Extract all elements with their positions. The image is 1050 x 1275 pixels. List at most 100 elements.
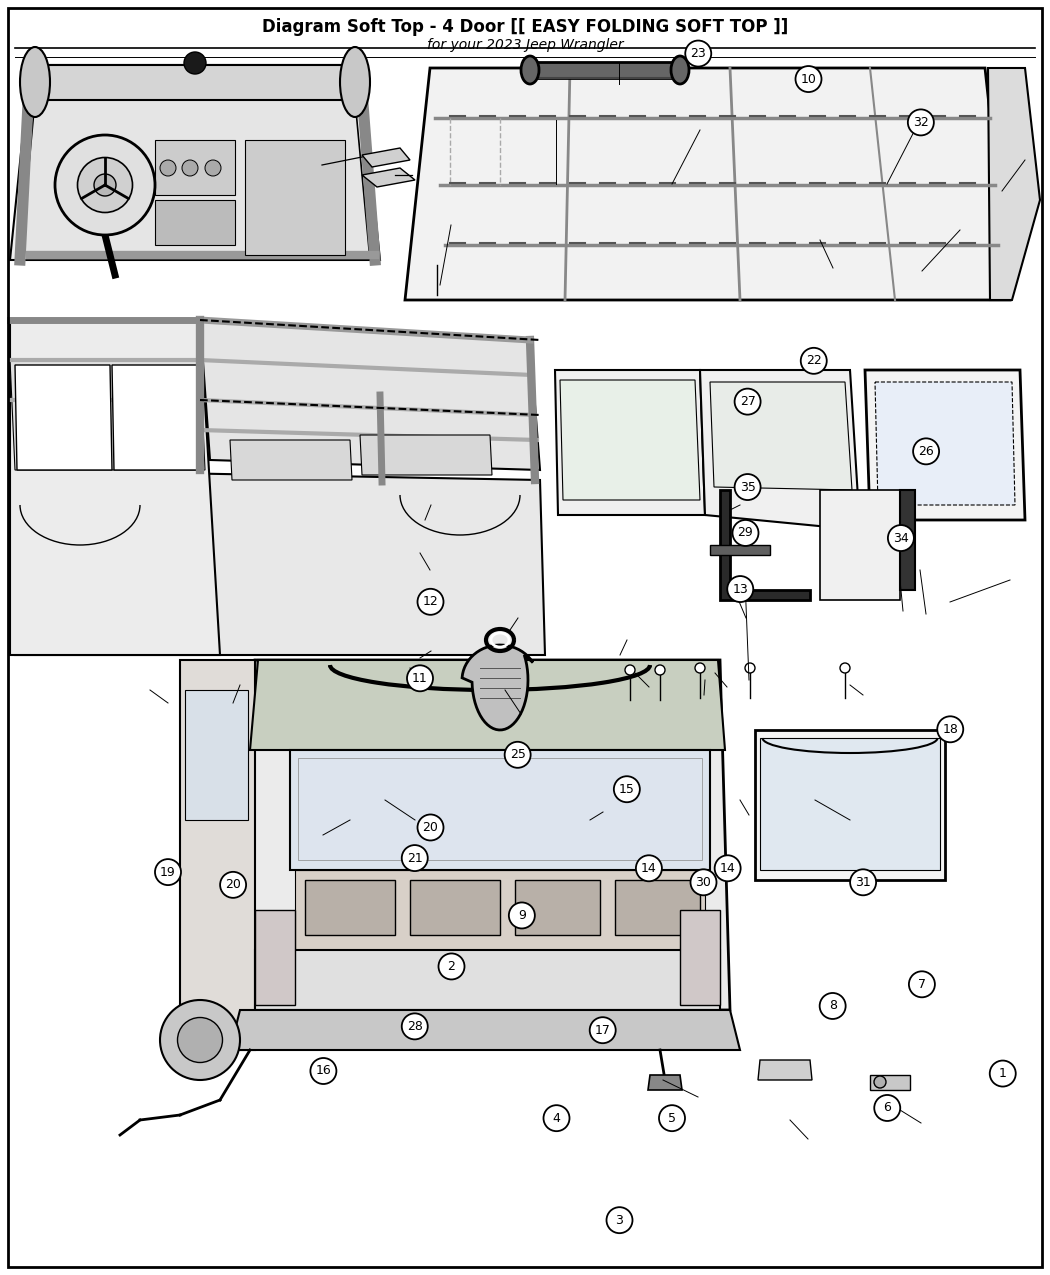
Circle shape <box>311 1058 336 1084</box>
Text: 12: 12 <box>422 595 439 608</box>
Polygon shape <box>180 660 255 1051</box>
Ellipse shape <box>625 666 635 674</box>
Polygon shape <box>462 645 533 731</box>
Circle shape <box>155 859 181 885</box>
Polygon shape <box>360 435 492 476</box>
Text: 23: 23 <box>691 47 706 60</box>
Ellipse shape <box>655 666 665 674</box>
Text: 25: 25 <box>509 748 526 761</box>
Circle shape <box>636 856 662 881</box>
Ellipse shape <box>78 158 132 213</box>
Ellipse shape <box>671 56 689 84</box>
Text: 20: 20 <box>225 878 242 891</box>
Circle shape <box>801 348 826 374</box>
Ellipse shape <box>20 47 50 117</box>
Ellipse shape <box>746 663 755 673</box>
Polygon shape <box>755 731 945 880</box>
Ellipse shape <box>184 52 206 74</box>
Circle shape <box>796 66 821 92</box>
Polygon shape <box>758 1060 812 1080</box>
Polygon shape <box>865 370 1025 520</box>
Text: 11: 11 <box>412 672 428 685</box>
Circle shape <box>820 993 845 1019</box>
Polygon shape <box>10 360 205 470</box>
Text: 9: 9 <box>518 909 526 922</box>
Text: 34: 34 <box>892 532 908 544</box>
Text: 15: 15 <box>618 783 635 796</box>
Circle shape <box>908 110 933 135</box>
Polygon shape <box>820 490 900 601</box>
Ellipse shape <box>94 173 116 196</box>
Text: 29: 29 <box>737 527 754 539</box>
Text: 4: 4 <box>552 1112 561 1125</box>
Ellipse shape <box>874 1076 886 1088</box>
Circle shape <box>590 1017 615 1043</box>
Polygon shape <box>10 470 545 655</box>
Polygon shape <box>710 382 852 490</box>
Polygon shape <box>362 148 410 167</box>
Circle shape <box>990 1061 1015 1086</box>
Text: 3: 3 <box>615 1214 624 1227</box>
Bar <box>245 140 345 255</box>
Bar <box>615 880 700 935</box>
Text: 10: 10 <box>800 73 817 85</box>
Polygon shape <box>870 1075 910 1090</box>
Polygon shape <box>112 365 202 470</box>
Polygon shape <box>870 119 1008 244</box>
Circle shape <box>509 903 534 928</box>
Bar <box>410 880 500 935</box>
Text: 28: 28 <box>406 1020 423 1033</box>
Text: Diagram Soft Top - 4 Door [[ EASY FOLDING SOFT TOP ]]: Diagram Soft Top - 4 Door [[ EASY FOLDIN… <box>261 18 789 36</box>
Text: 26: 26 <box>918 445 935 458</box>
Polygon shape <box>680 910 720 1005</box>
Text: 6: 6 <box>883 1102 891 1114</box>
Ellipse shape <box>521 56 539 84</box>
Text: 35: 35 <box>739 481 756 493</box>
Ellipse shape <box>840 663 850 673</box>
Circle shape <box>220 872 246 898</box>
Polygon shape <box>200 320 540 470</box>
Polygon shape <box>362 168 415 187</box>
Circle shape <box>875 1095 900 1121</box>
Bar <box>155 200 235 245</box>
Text: 1: 1 <box>999 1067 1007 1080</box>
Circle shape <box>686 41 711 66</box>
Polygon shape <box>700 370 860 530</box>
Polygon shape <box>20 99 370 260</box>
Circle shape <box>402 845 427 871</box>
Circle shape <box>544 1105 569 1131</box>
Circle shape <box>850 870 876 895</box>
Text: 30: 30 <box>695 876 712 889</box>
Polygon shape <box>530 62 680 78</box>
Polygon shape <box>35 65 355 99</box>
Polygon shape <box>10 65 380 260</box>
Text: 2: 2 <box>447 960 456 973</box>
Polygon shape <box>565 119 738 244</box>
Bar <box>155 140 235 195</box>
Polygon shape <box>295 870 705 950</box>
Text: 7: 7 <box>918 978 926 991</box>
Circle shape <box>909 972 934 997</box>
Circle shape <box>439 954 464 979</box>
Circle shape <box>505 742 530 768</box>
Polygon shape <box>298 759 702 861</box>
Polygon shape <box>560 380 700 500</box>
Circle shape <box>735 474 760 500</box>
Circle shape <box>914 439 939 464</box>
Polygon shape <box>230 440 352 479</box>
Text: 20: 20 <box>422 821 439 834</box>
Circle shape <box>728 576 753 602</box>
Polygon shape <box>15 365 112 470</box>
Polygon shape <box>290 750 710 870</box>
Ellipse shape <box>340 47 370 117</box>
Polygon shape <box>720 490 810 601</box>
Text: 14: 14 <box>640 862 657 875</box>
Text: 17: 17 <box>594 1024 611 1037</box>
Polygon shape <box>760 738 940 870</box>
Polygon shape <box>185 690 248 820</box>
Circle shape <box>691 870 716 895</box>
Ellipse shape <box>177 1017 223 1062</box>
Polygon shape <box>710 544 770 555</box>
Circle shape <box>888 525 914 551</box>
Text: 8: 8 <box>828 1000 837 1012</box>
